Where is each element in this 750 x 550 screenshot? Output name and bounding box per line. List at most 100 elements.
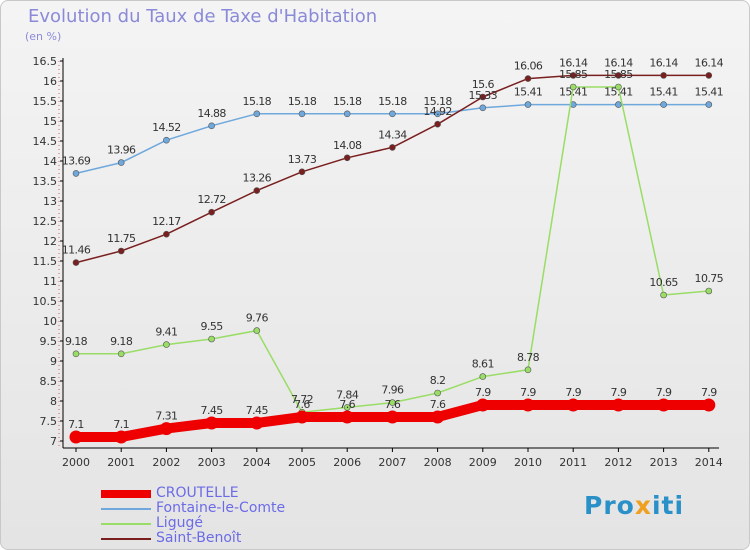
data-point	[389, 399, 396, 406]
data-label: 15.41	[514, 86, 543, 99]
data-label: 13.73	[288, 153, 317, 166]
data-point	[611, 398, 625, 412]
data-point	[340, 410, 354, 424]
x-tick-label: 2013	[650, 456, 678, 469]
data-point	[615, 72, 622, 79]
data-point	[163, 341, 170, 348]
data-point	[431, 410, 445, 424]
data-label: 14.08	[333, 139, 362, 152]
y-tick-label: 7	[50, 435, 57, 448]
data-label: 16.14	[559, 56, 588, 69]
data-point	[524, 366, 532, 374]
data-label: 7.9	[701, 386, 717, 399]
data-point	[298, 110, 306, 118]
data-label: 14.92	[423, 105, 452, 118]
data-point	[702, 398, 716, 412]
legend-swatch	[101, 537, 151, 540]
legend-item: CROUTELLE	[101, 486, 285, 501]
data-point	[253, 110, 261, 118]
legend-label: Saint-Benoît	[156, 530, 242, 546]
unit-label: (en %)	[25, 30, 62, 43]
data-point	[479, 373, 487, 380]
y-tick-label: 9.5	[40, 335, 58, 348]
data-point	[569, 83, 577, 91]
logo-text-iti: iti	[651, 491, 685, 520]
legend-item: Saint-Benoît	[101, 531, 285, 546]
data-point	[389, 144, 396, 151]
data-label: 14.88	[197, 107, 226, 120]
data-label: 15.33	[469, 89, 498, 102]
data-label: 9.76	[246, 312, 269, 325]
data-label: 15.41	[559, 86, 588, 99]
data-label: 8.2	[430, 374, 446, 387]
legend-label: CROUTELLE	[156, 485, 239, 501]
data-point	[253, 187, 261, 194]
data-label: 7.45	[201, 404, 224, 417]
data-label: 14.52	[152, 121, 181, 134]
x-tick-label: 2011	[559, 456, 587, 469]
data-point	[163, 230, 170, 238]
data-label: 9.18	[65, 335, 88, 348]
data-label: 15.6	[472, 78, 495, 91]
x-tick-label: 2006	[333, 456, 361, 469]
y-tick-label: 12	[43, 235, 57, 248]
data-label: 15.18	[423, 95, 452, 108]
data-label: 13.69	[62, 154, 91, 167]
data-point	[114, 430, 128, 444]
data-point	[250, 416, 264, 430]
data-point	[660, 72, 667, 79]
data-label: 7.9	[611, 386, 627, 399]
data-label: 7.96	[381, 384, 404, 397]
legend-swatch	[101, 522, 151, 525]
x-tick-label: 2007	[378, 456, 406, 469]
y-tick-label: 11.5	[33, 255, 58, 268]
data-point	[705, 72, 713, 79]
data-point	[521, 398, 535, 412]
data-label: 16.14	[649, 56, 678, 69]
legend-swatch	[101, 489, 151, 498]
data-label: 11.75	[107, 232, 136, 245]
data-label: 12.72	[197, 193, 226, 206]
data-point	[69, 430, 83, 444]
data-label: 7.9	[565, 386, 581, 399]
data-label: 15.41	[604, 86, 633, 99]
data-label: 7.31	[155, 410, 177, 423]
legend-item: Ligugé	[101, 516, 285, 531]
logo-text-x: x	[634, 491, 652, 520]
data-label: 7.9	[475, 386, 491, 399]
data-label: 12.17	[152, 215, 181, 228]
data-label: 7.1	[113, 418, 129, 431]
data-point	[615, 101, 622, 108]
data-label: 11.46	[62, 244, 91, 257]
y-tick-label: 8	[50, 395, 57, 408]
data-label: 10.75	[695, 272, 724, 285]
data-point	[343, 110, 351, 118]
x-tick-label: 2001	[107, 456, 135, 469]
data-point	[298, 168, 306, 176]
data-point	[208, 335, 215, 343]
data-point	[343, 154, 351, 162]
data-label: 16.14	[604, 56, 633, 69]
proxiti-logo: Proxiti	[584, 491, 684, 520]
data-point	[434, 389, 441, 397]
data-label: 7.6	[294, 398, 310, 411]
data-point	[389, 110, 396, 118]
data-label: 15.18	[243, 95, 272, 108]
x-tick-label: 2010	[514, 456, 542, 469]
y-tick-label: 16.5	[33, 55, 58, 68]
data-point	[569, 72, 577, 79]
y-tick-label: 16	[43, 75, 57, 88]
data-point	[615, 83, 622, 91]
data-point	[163, 136, 170, 144]
data-point	[208, 208, 215, 216]
data-label: 10.65	[649, 276, 678, 289]
data-point	[524, 101, 532, 108]
legend-swatch	[101, 507, 151, 510]
data-label: 13.96	[107, 144, 136, 157]
data-point	[205, 416, 219, 430]
data-point	[208, 122, 215, 130]
data-point	[476, 398, 490, 412]
data-point	[72, 170, 80, 177]
data-label: 9.41	[155, 326, 177, 339]
